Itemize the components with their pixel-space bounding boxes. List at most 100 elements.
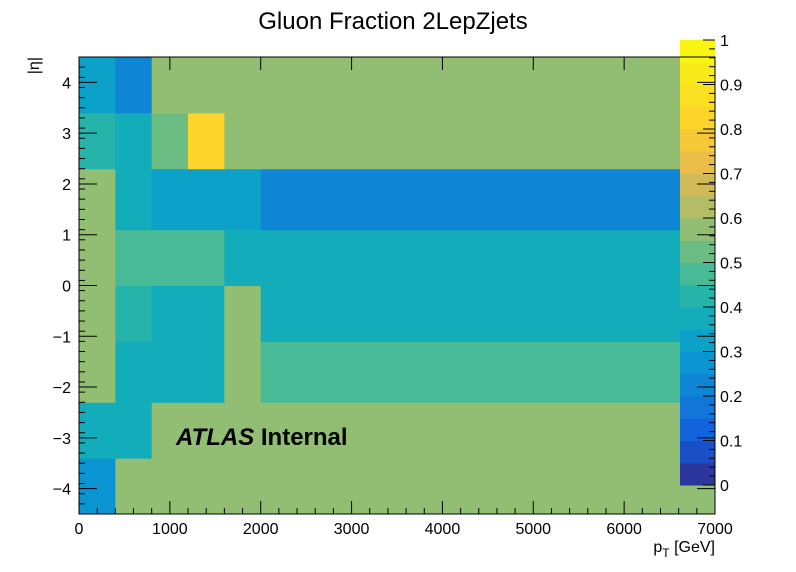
palette-band	[680, 396, 715, 419]
palette-band	[680, 440, 715, 464]
atlas-label: ATLAS	[175, 424, 254, 451]
heatmap-cell	[188, 341, 225, 403]
heatmap-cell	[260, 229, 716, 286]
x-tick-label: 6000	[606, 521, 642, 538]
heatmap-cell	[188, 112, 225, 170]
y-tick-label: 4	[62, 75, 71, 92]
heatmap-cell	[79, 285, 116, 342]
x-tick-label: 7000	[697, 521, 733, 538]
z-tick-label: 0.7	[720, 167, 742, 184]
palette-band	[680, 329, 715, 352]
palette-band	[680, 373, 715, 397]
palette-band	[680, 129, 715, 152]
heatmap-cell	[188, 229, 225, 286]
heatmap-cell	[260, 458, 716, 515]
heatmap-cell	[79, 112, 116, 170]
x-axis-ticks: 0 1000 2000 3000 4000 5000 6000 7000	[75, 57, 733, 538]
heatmap-cell	[188, 402, 225, 459]
z-tick-label: 0.8	[720, 122, 742, 139]
x-axis-label: pT [GeV]	[653, 539, 715, 560]
x-tick-label: 0	[75, 521, 84, 538]
heatmap-cell	[115, 341, 153, 403]
atlas-annotation: ATLAS Internal	[175, 424, 348, 451]
heatmap-cell	[260, 285, 716, 342]
heatmap-cell	[115, 57, 153, 114]
heatmap-cell	[224, 285, 262, 342]
palette-band	[680, 418, 715, 441]
x-axis-label-subscript: T	[662, 546, 670, 560]
heatmap-cell	[79, 229, 116, 286]
heatmap-cell	[224, 341, 262, 403]
heatmap-cell	[151, 285, 189, 342]
y-tick-label: 0	[62, 279, 71, 296]
heatmap-cell	[151, 229, 189, 286]
x-tick-label: 4000	[425, 521, 461, 538]
y-axis-ticks: −4 −3 −2 −1 0 1 2 3 4	[53, 56, 715, 515]
palette-band	[680, 351, 715, 375]
palette-band	[680, 195, 715, 219]
internal-label: Internal	[254, 424, 347, 451]
heatmap-cell	[79, 168, 116, 231]
z-tick-label: 0.5	[720, 256, 742, 273]
palette-band	[680, 151, 715, 174]
heatmap-cell	[224, 402, 262, 459]
heatmap-cell	[79, 57, 116, 114]
palette-band	[680, 218, 715, 241]
palette-band	[680, 240, 715, 263]
heatmap-cell	[260, 112, 716, 170]
heatmap-cell	[260, 57, 716, 114]
heatmap-cell	[224, 458, 262, 515]
heatmap-cells	[79, 57, 716, 515]
heatmap-cell	[188, 458, 225, 515]
z-tick-label: 0.6	[720, 211, 742, 228]
heatmap-cell	[224, 168, 262, 231]
palette-band	[680, 106, 715, 130]
heatmap-cell	[151, 402, 189, 459]
y-tick-label: −2	[53, 380, 71, 397]
heatmap-cell	[224, 229, 262, 286]
heatmap-cell	[151, 112, 189, 170]
palette-band	[680, 173, 715, 197]
heatmap-cell	[79, 402, 116, 459]
heatmap-cell	[151, 168, 189, 231]
heatmap-cell	[115, 229, 153, 286]
chart-title: Gluon Fraction 2LepZjets	[258, 8, 527, 35]
z-tick-label: 0.9	[720, 78, 742, 95]
heatmap-cell	[188, 285, 225, 342]
heatmap-cell	[115, 458, 153, 515]
heatmap-cell	[115, 112, 153, 170]
x-tick-label: 3000	[334, 521, 370, 538]
heatmap-cell	[79, 341, 116, 403]
y-tick-label: 2	[62, 177, 71, 194]
x-axis-label-unit: [GeV]	[670, 539, 715, 556]
y-tick-label: 1	[62, 228, 71, 245]
heatmap-cell	[115, 402, 153, 459]
y-tick-label: 3	[62, 126, 71, 143]
palette-band	[680, 307, 715, 330]
z-tick-label: 0.1	[720, 434, 742, 451]
heatmap-cell	[115, 168, 153, 231]
z-tick-label: 0.3	[720, 345, 742, 362]
z-tick-label: 0.4	[720, 300, 742, 317]
heatmap-cell	[224, 112, 262, 170]
palette-band	[680, 62, 715, 85]
palette-band	[680, 284, 715, 308]
heatmap-cell	[115, 285, 153, 342]
palette-band	[680, 462, 715, 486]
x-tick-label: 5000	[515, 521, 551, 538]
heatmap-cell	[188, 168, 225, 231]
palette-band	[680, 84, 715, 108]
x-tick-label: 2000	[243, 521, 279, 538]
z-tick-label: 0.2	[720, 389, 742, 406]
z-tick-label: 0	[720, 478, 729, 495]
heatmap-cell	[260, 402, 716, 459]
z-tick-label: 1	[720, 33, 729, 50]
y-axis-label: |η|	[26, 57, 43, 74]
x-tick-label: 1000	[152, 521, 188, 538]
heatmap-cell	[260, 168, 716, 231]
heatmap-cell	[188, 57, 225, 114]
palette-band	[680, 40, 715, 63]
heatmap-cell	[79, 458, 116, 515]
heatmap-cell	[151, 341, 189, 403]
